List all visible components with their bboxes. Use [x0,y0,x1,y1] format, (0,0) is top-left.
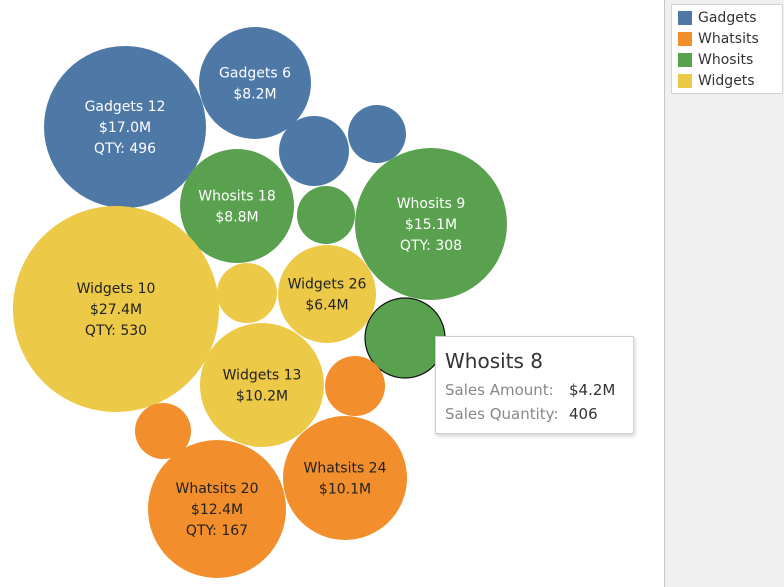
bubble-label: $10.2M [236,389,288,405]
bubble-label: $8.8M [215,210,258,226]
bubble-label: $15.1M [405,217,457,233]
legend-panel: Gadgets Whatsits Whosits Widgets [664,0,784,587]
legend-label: Whosits [698,52,754,68]
bubble-widgets[interactable]: Widgets 26 $6.4M [278,245,376,343]
bubble-label: $8.2M [233,87,276,103]
bubble-widgets[interactable] [217,263,277,323]
legend-item-whatsits[interactable]: Whatsits [678,29,759,49]
bubble-label: $17.0M [99,120,151,136]
bubble-label: Whosits 9 [397,196,466,212]
bubble-mark[interactable] [325,356,385,416]
bubble-gadgets[interactable]: Gadgets 12 $17.0M QTY: 496 [44,46,206,208]
bubble-label: Whosits 18 [198,189,276,205]
bubble-mark[interactable] [44,46,206,208]
legend-item-widgets[interactable]: Widgets [678,71,755,91]
bubble-mark[interactable] [348,105,406,163]
bubble-label: $6.4M [305,298,348,314]
bubble-mark[interactable] [135,403,191,459]
bubble-whatsits[interactable] [325,356,385,416]
bubble-label: Widgets 26 [288,277,367,293]
bubble-mark[interactable] [279,116,349,186]
bubble-label: $27.4M [90,302,142,318]
legend-label: Gadgets [698,10,757,26]
bubble-label: Widgets 10 [77,281,156,297]
bubble-whatsits[interactable]: Whatsits 24 $10.1M [283,416,407,540]
bubble-mark[interactable] [355,148,507,300]
bubble-mark[interactable] [180,149,294,263]
bubble-gadgets[interactable] [279,116,349,186]
bubble-mark[interactable] [217,263,277,323]
bubble-label: Whatsits 24 [303,461,386,477]
bubble-mark[interactable] [297,186,355,244]
tooltip-value: $4.2M [569,381,616,399]
legend-swatch-gadgets [678,11,692,25]
tooltip: Whosits 8 Sales Amount: $4.2M Sales Quan… [435,336,634,434]
bubble-chart: Gadgets 12 $17.0M QTY: 496 Gadgets 6 $8.2M Wh… [13,27,507,578]
legend-item-whosits[interactable]: Whosits [678,50,753,70]
bubble-label: $12.4M [191,502,243,518]
bubble-label: Widgets 13 [223,368,302,384]
bubble-label: QTY: 530 [85,323,147,339]
bubble-label: Whatsits 20 [175,481,258,497]
legend-item-gadgets[interactable]: Gadgets [678,8,757,28]
bubble-label: QTY: 496 [94,141,156,157]
tooltip-label: Sales Amount: [445,381,554,399]
legend: Gadgets Whatsits Whosits Widgets [671,4,783,94]
bubble-widgets[interactable]: Widgets 13 $10.2M [200,323,324,447]
bubble-mark[interactable] [13,206,219,412]
bubble-whosits[interactable]: Whosits 9 $15.1M QTY: 308 [355,148,507,300]
tooltip-title: Whosits 8 [445,349,544,373]
bubble-whosits[interactable]: Whosits 18 $8.8M [180,149,294,263]
bubble-gadgets[interactable]: Gadgets 6 $8.2M [199,27,311,139]
bubble-whosits[interactable] [297,186,355,244]
bubble-mark[interactable] [200,323,324,447]
bubble-label: QTY: 308 [400,238,462,254]
bubble-gadgets[interactable] [348,105,406,163]
bubble-widgets[interactable]: Widgets 10 $27.4M QTY: 530 [13,206,219,412]
legend-swatch-whatsits [678,32,692,46]
bubble-label: QTY: 167 [186,523,248,539]
legend-swatch-widgets [678,74,692,88]
bubble-mark[interactable] [283,416,407,540]
legend-swatch-whosits [678,53,692,67]
tooltip-row-sales-quantity: Sales Quantity: 406 [445,405,598,423]
tooltip-value: 406 [569,405,598,423]
legend-label: Widgets [698,73,755,89]
bubble-mark[interactable] [148,440,286,578]
bubble-label: Gadgets 6 [219,66,291,82]
bubble-chart-svg: Gadgets 12 $17.0M QTY: 496 Gadgets 6 $8.2M Wh… [13,27,507,578]
bubble-mark[interactable] [278,245,376,343]
bubble-label: Gadgets 12 [85,99,166,115]
bubble-label: $10.1M [319,482,371,498]
bubble-whatsits[interactable] [135,403,191,459]
bubble-mark[interactable] [199,27,311,139]
tooltip-label: Sales Quantity: [445,405,559,423]
tooltip-row-sales-amount: Sales Amount: $4.2M [445,381,615,399]
legend-label: Whatsits [698,31,759,47]
bubble-whatsits[interactable]: Whatsits 20 $12.4M QTY: 167 [148,440,286,578]
